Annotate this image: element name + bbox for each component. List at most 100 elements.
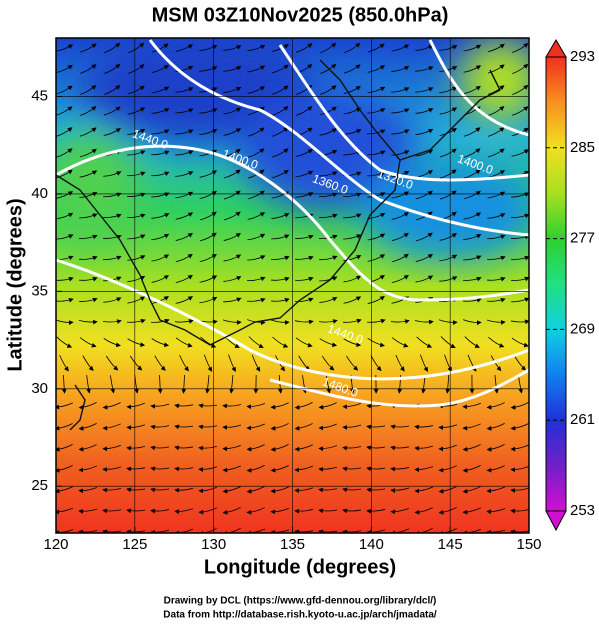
- streamline: [56, 423, 73, 431]
- streamline: [222, 486, 241, 494]
- streamline: [318, 529, 338, 533]
- streamline: [414, 319, 434, 325]
- streamline: [272, 127, 289, 137]
- streamline: [102, 508, 122, 514]
- streamline: [415, 149, 434, 157]
- colorbar-tick-label: 293: [570, 48, 595, 65]
- streamline: [199, 275, 218, 283]
- streamline: [438, 444, 457, 452]
- streamline: [102, 402, 121, 410]
- streamline: [294, 487, 314, 493]
- streamline: [223, 190, 241, 200]
- streamline: [175, 191, 194, 199]
- streamline: [494, 375, 499, 394]
- title: MSM 03Z10Nov2025 (850.0hPa): [152, 4, 449, 26]
- streamline: [154, 355, 166, 371]
- streamline: [247, 86, 265, 94]
- streamline: [438, 486, 457, 494]
- y-tick-label: 40: [31, 185, 48, 202]
- streamline: [439, 86, 458, 94]
- streamline: [174, 403, 194, 409]
- streamline: [222, 506, 241, 515]
- streamline: [390, 319, 410, 324]
- streamline: [271, 213, 290, 219]
- streamline: [367, 86, 386, 94]
- streamline: [391, 274, 409, 283]
- streamline: [343, 338, 362, 348]
- streamline: [486, 465, 505, 473]
- streamline: [150, 529, 170, 533]
- streamline: [487, 43, 505, 53]
- streamline: [510, 319, 529, 325]
- streamline: [464, 336, 480, 348]
- streamline: [223, 276, 242, 282]
- colorbar-tick-label: 269: [570, 320, 595, 337]
- streamline: [438, 424, 458, 431]
- streamline: [102, 444, 121, 452]
- streamline: [367, 43, 385, 53]
- streamline: [103, 128, 121, 136]
- streamline: [198, 528, 217, 533]
- streamline: [247, 65, 266, 73]
- streamline: [59, 354, 69, 372]
- streamline: [343, 296, 362, 304]
- streamline: [127, 150, 146, 156]
- streamline: [223, 254, 242, 262]
- streamline: [151, 43, 169, 53]
- streamline: [415, 45, 434, 51]
- streamline: [179, 354, 189, 372]
- streamline: [390, 487, 410, 493]
- streamline: [391, 150, 410, 156]
- streamline: [271, 148, 289, 158]
- y-tick-label: 25: [31, 477, 48, 494]
- streamline: [103, 338, 122, 348]
- streamline: [486, 402, 505, 410]
- streamline: [174, 319, 194, 324]
- streamline: [127, 85, 145, 95]
- streamline: [463, 127, 481, 137]
- streamline: [175, 65, 194, 73]
- streamline: [223, 169, 241, 179]
- streamline: [510, 466, 529, 473]
- streamline: [199, 108, 218, 114]
- streamline: [487, 255, 506, 261]
- streamline: [127, 275, 146, 283]
- streamline: [198, 403, 218, 409]
- streamline: [342, 403, 362, 410]
- x-tick-label: 140: [359, 536, 384, 553]
- streamline: [151, 338, 170, 348]
- streamline: [390, 445, 410, 451]
- streamline: [126, 424, 146, 431]
- streamline: [175, 150, 194, 156]
- streamline: [343, 255, 362, 261]
- streamline: [174, 466, 194, 472]
- streamline: [61, 374, 67, 394]
- streamline: [342, 466, 362, 472]
- streamline: [79, 43, 97, 53]
- streamline: [56, 85, 73, 95]
- x-tick-label: 125: [122, 536, 147, 553]
- streamline: [439, 233, 458, 241]
- streamline: [247, 212, 266, 220]
- streamline: [320, 85, 337, 95]
- streamline: [79, 170, 98, 178]
- streamline: [343, 275, 362, 283]
- streamline: [295, 43, 313, 53]
- streamline: [175, 44, 194, 52]
- streamline: [367, 129, 386, 135]
- streamline: [302, 375, 307, 394]
- streamline: [56, 64, 73, 74]
- streamline: [370, 355, 382, 372]
- streamline: [78, 423, 97, 431]
- streamline: [56, 444, 73, 452]
- streamline: [511, 192, 529, 198]
- streamline: [462, 423, 481, 431]
- streamline: [438, 465, 457, 473]
- streamline: [486, 529, 506, 533]
- streamline: [463, 276, 482, 282]
- streamline: [318, 487, 338, 493]
- streamline: [295, 170, 314, 178]
- streamline: [320, 42, 337, 54]
- streamline: [439, 276, 458, 282]
- streamline: [174, 445, 194, 451]
